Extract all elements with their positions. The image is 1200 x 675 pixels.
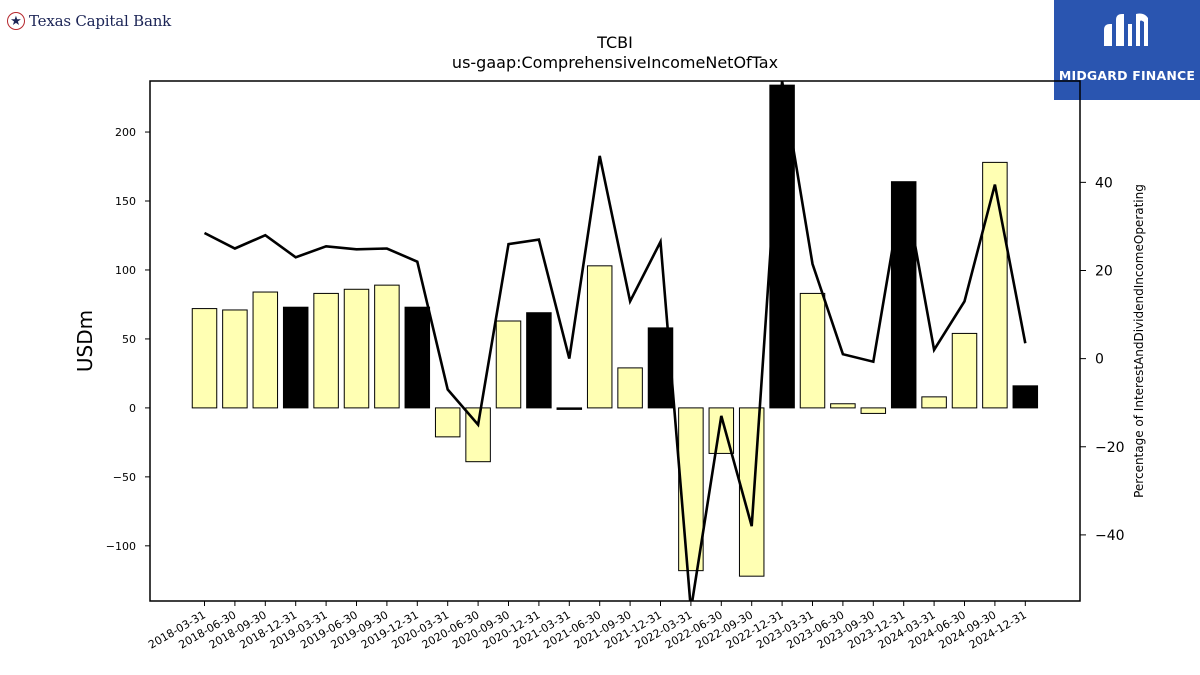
bar xyxy=(526,312,552,409)
y-tick-label: −100 xyxy=(106,540,136,553)
line-series xyxy=(203,81,1027,601)
texas-capital-bank-logo: ★ Texas Capital Bank xyxy=(7,12,171,30)
bar xyxy=(343,288,370,409)
y2-tick-label: 0 xyxy=(1095,352,1104,368)
bar xyxy=(617,367,643,409)
bar xyxy=(678,407,704,572)
midgard-logo-icon xyxy=(1104,13,1148,46)
y2-tick-label: −40 xyxy=(1095,528,1125,544)
bar xyxy=(951,332,978,409)
bar xyxy=(252,291,279,409)
bar xyxy=(434,407,461,438)
y2-tick-label: 20 xyxy=(1095,263,1113,279)
bar xyxy=(374,284,400,409)
chart-title: TCBI xyxy=(596,33,633,52)
y-tick-label: 100 xyxy=(115,264,136,277)
plot-frame xyxy=(149,80,1081,602)
y-tick-label: 150 xyxy=(115,195,136,208)
y-tick-label: 50 xyxy=(122,333,136,346)
y2-axis-label: Percentage of InterestAndDividendIncomeO… xyxy=(1132,184,1146,498)
bar xyxy=(921,396,947,409)
bar xyxy=(191,308,218,409)
y-tick-label: 200 xyxy=(115,126,136,139)
bar xyxy=(404,306,431,409)
bar xyxy=(830,403,856,409)
y2-tick-label: −20 xyxy=(1095,440,1125,456)
bar xyxy=(738,407,765,577)
bar xyxy=(313,292,339,409)
bar xyxy=(222,309,248,409)
bar xyxy=(282,306,309,409)
bar xyxy=(1012,385,1039,409)
bar xyxy=(860,407,887,414)
bar xyxy=(708,407,735,454)
chart-subtitle: us-gaap:ComprehensiveIncomeNetOfTax xyxy=(452,53,778,72)
bar xyxy=(982,161,1008,409)
star-icon: ★ xyxy=(7,12,25,30)
brand-right-name: MIDGARD FINANCE xyxy=(1058,68,1196,83)
brand-left-name: Texas Capital Bank xyxy=(29,12,172,30)
y-axis-label: USDm xyxy=(73,310,97,372)
bar xyxy=(799,292,826,409)
bar xyxy=(586,265,613,409)
y-tick-label: −50 xyxy=(113,471,136,484)
y2-tick-label: 40 xyxy=(1095,175,1113,191)
midgard-finance-logo: MIDGARD FINANCE xyxy=(1054,0,1200,100)
bar xyxy=(890,181,917,409)
y-tick-label: 0 xyxy=(129,402,136,415)
bar xyxy=(556,407,583,410)
bar xyxy=(495,320,522,409)
